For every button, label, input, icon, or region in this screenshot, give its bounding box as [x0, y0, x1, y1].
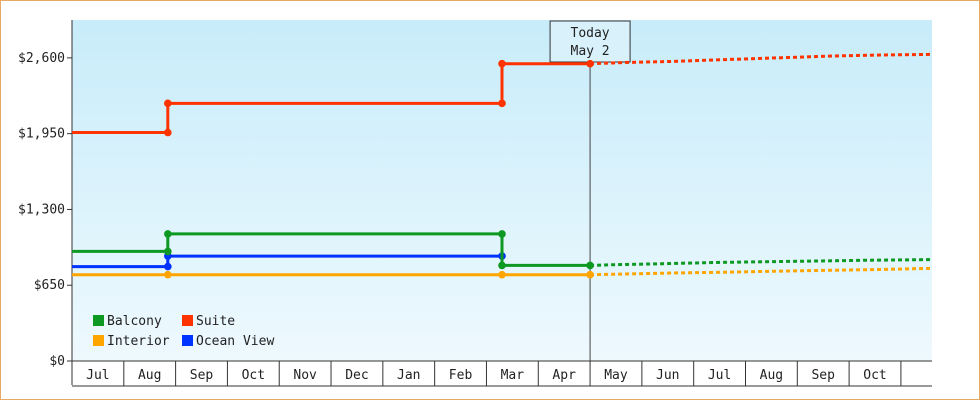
- y-tick-label: $650: [34, 278, 65, 293]
- x-tick-label: Aug: [138, 368, 161, 383]
- series-layer: [72, 52, 933, 279]
- x-tick-label: Oct: [242, 368, 265, 383]
- series-ocean-view: [72, 252, 506, 271]
- x-tick-label: Feb: [449, 368, 473, 383]
- x-tick-label: May: [604, 368, 628, 383]
- x-tick-label: Oct: [863, 368, 886, 383]
- y-tick-label: $0: [49, 354, 65, 369]
- series-balcony: [72, 230, 933, 270]
- x-tick-label: Mar: [501, 368, 525, 383]
- axes: $0 $650 $1,300 $1,950 $2,600 Jul Aug Sep Oct Nov D…: [18, 20, 932, 387]
- x-tick-label: Jan: [397, 368, 420, 383]
- legend-swatch: [93, 335, 104, 346]
- x-tick-label: Sep: [190, 368, 214, 383]
- series-interior: [72, 266, 933, 279]
- data-point: [164, 247, 172, 256]
- x-tick-label: Nov: [293, 368, 317, 383]
- series-line: [72, 254, 502, 269]
- y-tick-label: $1,300: [18, 202, 65, 217]
- series-suite: [72, 52, 933, 137]
- data-point: [498, 99, 506, 108]
- data-point: [586, 270, 594, 279]
- today-marker: Today May 2: [549, 20, 631, 361]
- data-point: [164, 270, 172, 279]
- legend: Balcony Interior Suite Ocean View: [93, 314, 274, 349]
- y-tick-label: $1,950: [18, 127, 65, 142]
- data-point: [586, 59, 594, 68]
- today-label-line2: May 2: [571, 44, 610, 59]
- legend-label: Balcony: [107, 314, 162, 329]
- data-point: [164, 99, 172, 108]
- legend-label: Suite: [196, 314, 235, 329]
- x-tick-label: Sep: [811, 368, 835, 383]
- data-point: [586, 261, 594, 270]
- series-line: [72, 62, 591, 134]
- forecast-line: [590, 52, 933, 66]
- series-line: [72, 232, 591, 267]
- legend-swatch: [182, 315, 193, 326]
- legend-swatch: [182, 335, 193, 346]
- legend-swatch: [93, 315, 104, 326]
- x-tick-label: Jul: [86, 368, 109, 383]
- forecast-line: [590, 266, 933, 277]
- data-point: [498, 261, 506, 270]
- x-tick-label: Jun: [656, 368, 679, 383]
- legend-label: Ocean View: [196, 334, 274, 349]
- legend-label: Interior: [107, 334, 170, 349]
- data-point: [498, 270, 506, 279]
- x-tick-label: Dec: [345, 368, 368, 383]
- data-point: [164, 128, 172, 137]
- data-point: [164, 262, 172, 271]
- data-point: [164, 230, 172, 238]
- forecast-line: [590, 258, 933, 267]
- x-tick-label: Aug: [760, 368, 783, 383]
- today-label-box: [549, 20, 631, 63]
- x-tick-label: Jul: [708, 368, 731, 383]
- data-point: [498, 230, 506, 238]
- y-tick-label: $2,600: [18, 51, 65, 66]
- today-label-line1: Today: [571, 26, 610, 41]
- data-point: [498, 59, 506, 68]
- x-tick-label: Apr: [552, 368, 576, 383]
